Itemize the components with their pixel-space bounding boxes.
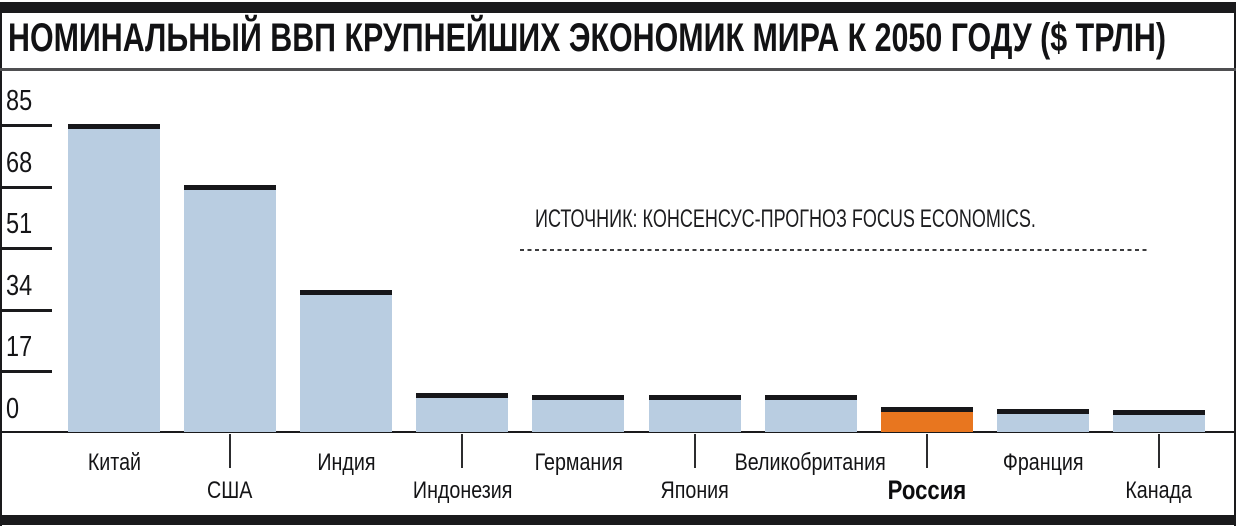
chart-bar [880,407,973,432]
right-border [1234,2,1236,526]
x-label-leader-line [925,434,928,468]
x-axis-label: Франция [913,451,1173,475]
y-axis-label: 17 [6,332,38,362]
x-axis-baseline [0,431,1236,433]
chart-bar [648,395,741,432]
x-axis-label: Индия [216,451,476,475]
x-axis-label: Индонезия [332,479,592,503]
x-axis-label-text: Франция [1002,449,1084,476]
y-axis-label-text: 51 [6,208,33,241]
y-axis-label: 0 [6,394,22,424]
y-axis-tick [2,308,52,312]
y-axis-label-text: 34 [6,269,33,302]
y-axis-label: 34 [6,271,38,301]
x-axis-label: Великобритания [681,451,941,475]
source-note-text: ИСТОЧНИК: КОНСЕНСУС-ПРОГНОЗ FOCUS ECONOM… [535,205,1036,233]
y-axis-label: 85 [6,86,38,116]
y-axis-label: 51 [6,209,38,239]
x-axis-label: Китай [0,451,244,475]
y-axis-tick [2,185,52,189]
x-axis-label-text: Россия [887,475,966,505]
x-axis-label: Канада [1029,479,1236,503]
chart-title: НОМИНАЛЬНЫЙ ВВП КРУПНЕЙШИХ ЭКОНОМИК МИРА… [8,18,1236,60]
y-axis-label-text: 68 [6,146,33,179]
x-axis-label-text: США [207,477,253,504]
chart-bar [184,184,277,432]
chart-bar [764,394,857,432]
x-axis-label-text: Китай [87,449,141,476]
x-axis-label-text: Индонезия [412,477,513,504]
chart-bar [68,124,160,432]
title-divider [0,68,1236,71]
x-label-leader-line [1157,434,1160,468]
y-axis-label: 68 [6,148,38,178]
x-axis-label-text: Япония [660,477,729,504]
chart-bar [996,409,1089,432]
x-axis-label: США [100,479,360,503]
y-axis-tick [2,370,52,374]
top-border-bar [0,2,1236,13]
y-axis-label-text: 85 [6,85,33,117]
chart-title-text: НОМИНАЛЬНЫЙ ВВП КРУПНЕЙШИХ ЭКОНОМИК МИРА… [8,16,1166,60]
chart-bar [416,392,509,432]
x-axis-label: Германия [448,451,708,475]
y-axis-tick [2,124,52,127]
x-axis-label: Япония [565,479,825,503]
source-divider-dashed-line [520,249,1148,251]
y-axis-label-text: 17 [6,331,33,364]
x-axis-label-text: Германия [534,449,623,476]
source-note: ИСТОЧНИК: КОНСЕНСУС-ПРОГНОЗ FOCUS ECONOM… [535,207,1231,232]
bottom-border-bar [0,515,1236,525]
x-axis-label-text: Индия [317,449,376,476]
x-axis-label-text: Великобритания [735,449,887,476]
x-label-leader-line [461,434,464,468]
x-axis-label-text: Канада [1125,477,1193,504]
x-label-leader-line [693,434,696,468]
y-axis-tick [2,247,52,251]
chart-bar [532,394,625,432]
y-axis-label-text: 0 [6,393,20,425]
x-axis-label: Россия [797,477,1057,504]
chart-bar [1112,409,1205,432]
left-border [0,2,2,526]
chart-bar [300,289,393,432]
x-label-leader-line [229,434,232,468]
